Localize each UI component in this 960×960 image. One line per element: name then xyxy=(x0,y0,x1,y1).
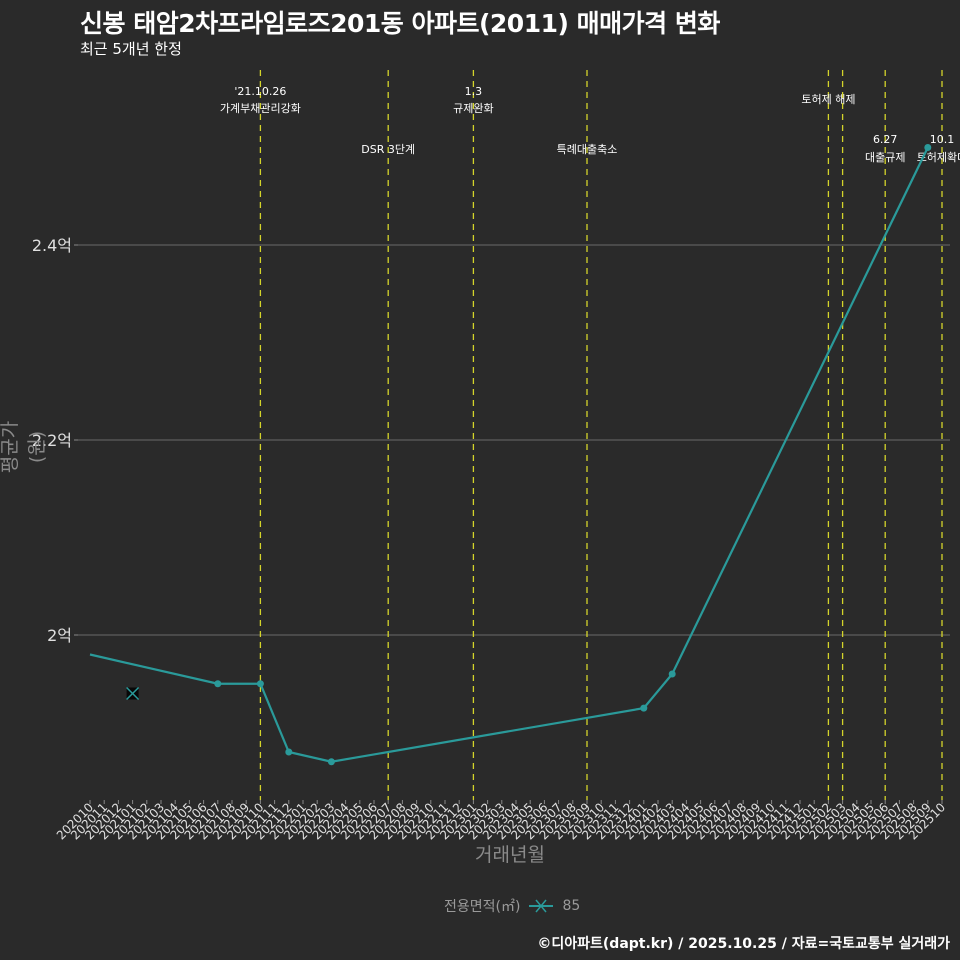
event-label: 토허제확대 xyxy=(917,151,960,164)
y-axis-label: 평균가(원) xyxy=(0,420,48,474)
legend: 전용면적(㎡) 85 xyxy=(444,896,580,916)
data-point xyxy=(285,748,293,756)
data-point xyxy=(214,680,222,688)
chart-title: 신봉 태암2차프라임로즈201동 아파트(2011) 매매가격 변화 xyxy=(80,9,720,38)
event-label: 규제완화 xyxy=(453,102,493,115)
x-axis-label: 거래년월 xyxy=(475,844,545,866)
outlier-x-icon xyxy=(126,686,140,701)
event-label: 토허제 해제 xyxy=(801,92,855,106)
event-date: 1.3 xyxy=(465,85,483,98)
data-point xyxy=(640,704,648,712)
y-tick-label: 2억 xyxy=(47,626,72,645)
data-point xyxy=(924,144,932,151)
event-label: 대출규제 xyxy=(865,151,905,164)
data-point xyxy=(327,758,335,766)
event-date: 10.1 xyxy=(930,133,955,146)
data-point xyxy=(668,670,676,678)
footer-credit: ©디아파트(dapt.kr) / 2025.10.25 / 자료=국토교통부 실… xyxy=(537,936,950,952)
legend-title: 전용면적(㎡) xyxy=(444,899,521,915)
event-label: DSR 3단계 xyxy=(361,143,415,156)
legend-line-x-icon xyxy=(528,898,554,914)
price-line xyxy=(89,147,929,763)
event-label: 특례대출축소 xyxy=(557,143,618,156)
chart-subtitle: 최근 5개년 한정 xyxy=(80,40,182,58)
y-tick-label: 2.2억 xyxy=(32,431,72,450)
event-label: 가계부채관리강화 xyxy=(220,102,301,115)
y-tick-label: 2.4억 xyxy=(32,236,72,255)
event-date: 6.27 xyxy=(873,133,898,146)
legend-item-85: 85 xyxy=(562,898,581,914)
data-point xyxy=(256,680,264,688)
event-date: '21.10.26 xyxy=(234,85,286,98)
